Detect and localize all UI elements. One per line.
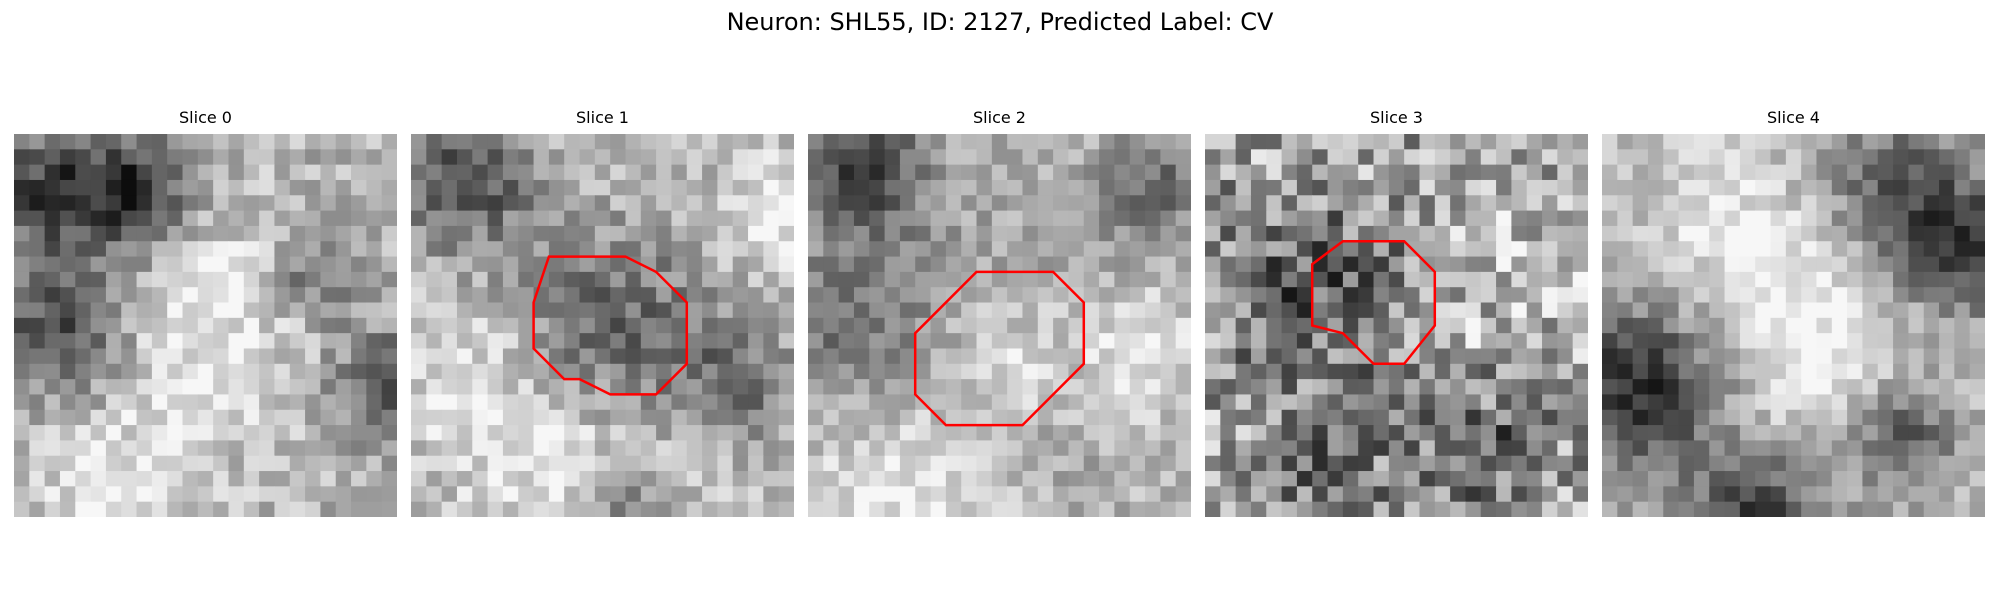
slice-title-2: Slice 2 — [973, 108, 1026, 127]
slice-3-contour — [1310, 239, 1437, 366]
figure-title: Neuron: SHL55, ID: 2127, Predicted Label… — [726, 8, 1274, 36]
slice-panel-3: Slice 3 — [1205, 107, 1588, 517]
slice-panel-1: Slice 1 — [411, 107, 794, 517]
slice-title-0: Slice 0 — [179, 108, 232, 127]
slice-image-2 — [808, 134, 1191, 517]
slice-title-1: Slice 1 — [576, 108, 629, 127]
slice-image-0 — [14, 134, 397, 517]
slice-2-contour — [913, 270, 1086, 427]
slice-image-4 — [1602, 134, 1985, 517]
slice-title-3: Slice 3 — [1370, 108, 1423, 127]
slice-panel-4: Slice 4 — [1602, 107, 1985, 517]
slice-panel-0: Slice 0 — [14, 107, 397, 517]
slice-1-contour — [532, 255, 689, 396]
slice-title-4: Slice 4 — [1767, 108, 1820, 127]
slice-image-1 — [411, 134, 794, 517]
slice-panel-2: Slice 2 — [808, 107, 1191, 517]
slice-image-3 — [1205, 134, 1588, 517]
